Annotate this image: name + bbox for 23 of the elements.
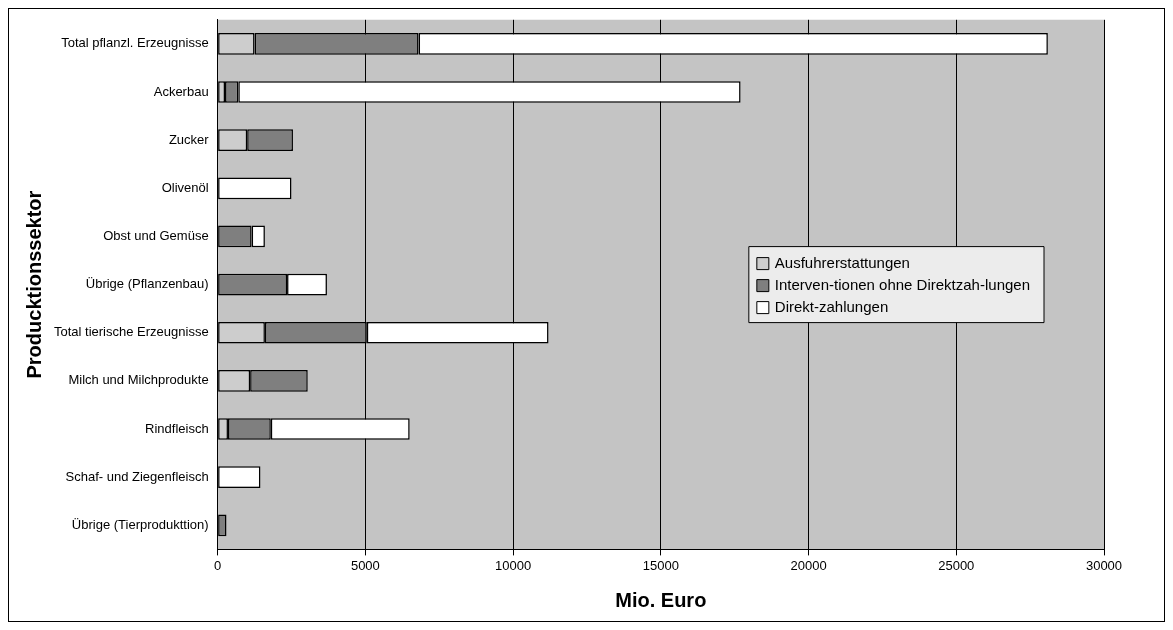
y-tick-label: Übrige (Pflanzenbau) <box>85 276 209 292</box>
legend-label: Direkt-zahlungen <box>774 297 889 315</box>
x-tick-label: 30000 <box>1085 557 1123 573</box>
x-axis-title: Mio. Euro <box>615 588 707 611</box>
y-tick-label: Total pflanzl. Erzeugnisse <box>61 35 209 51</box>
y-tick-label: Ackerbau <box>153 83 209 99</box>
y-tick-label: Schaf- und Ziegenfleisch <box>65 468 209 484</box>
legend-label: Interven-tionen ohne Direktzah-lungen <box>774 275 1031 293</box>
x-tick-label: 5000 <box>350 557 380 573</box>
x-tick-label: 10000 <box>495 557 532 573</box>
y-axis-title: Producktionssektor <box>22 190 45 379</box>
y-tick-label: Zucker <box>168 131 210 147</box>
y-tick-label: Total tierische Erzeugnisse <box>53 324 209 340</box>
x-tick-label: 15000 <box>642 557 679 573</box>
y-tick-label: Milch und Milchprodukte <box>68 372 209 388</box>
legend-label: Ausfuhrerstattungen <box>774 253 910 271</box>
x-tick-label: 20000 <box>790 557 827 573</box>
y-tick-label: Olivenöl <box>161 179 209 195</box>
x-tick-label: 25000 <box>938 557 975 573</box>
x-tick-label: 0 <box>214 557 222 573</box>
y-tick-label: Übrige (Tierprodukttion) <box>71 516 209 532</box>
y-tick-label: Obst und Gemüse <box>103 228 209 244</box>
y-tick-label: Rindfleisch <box>145 420 209 436</box>
